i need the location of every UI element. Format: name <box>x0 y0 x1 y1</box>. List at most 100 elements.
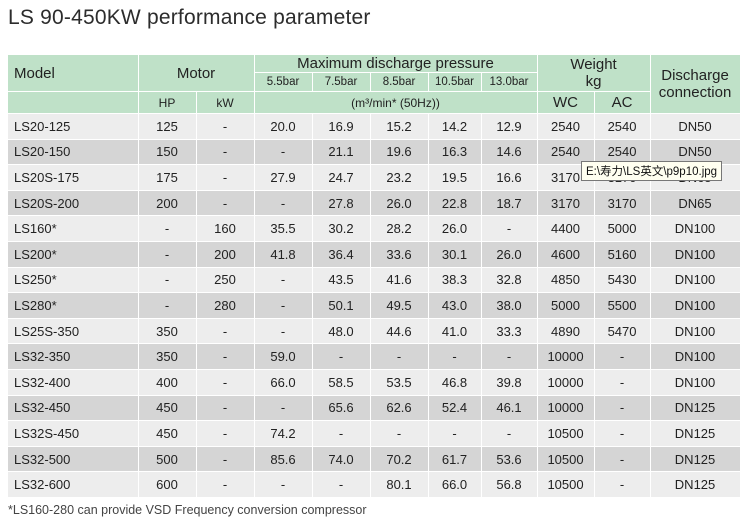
header-hp: HP <box>138 91 197 114</box>
cell-p75: 21.1 <box>312 139 371 166</box>
cell-p105: 30.1 <box>428 241 482 268</box>
cell-p105: 61.7 <box>428 446 482 473</box>
cell-p75: 36.4 <box>312 241 371 268</box>
cell-p85: 41.6 <box>370 267 429 294</box>
cell-model: LS32-350 <box>8 343 139 370</box>
table-row: LS32-450 450 - - 65.6 62.6 52.4 46.1 100… <box>8 395 741 422</box>
cell-model: LS25S-350 <box>8 318 139 345</box>
cell-p75: 58.5 <box>312 369 371 396</box>
performance-table: Model Motor Maximum discharge pressure W… <box>8 55 741 498</box>
cell-kw: - <box>196 446 255 473</box>
cell-discharge: DN100 <box>650 267 741 294</box>
cell-model: LS20S-175 <box>8 164 139 191</box>
cell-kw: - <box>196 343 255 370</box>
cell-wc: 10000 <box>537 369 595 396</box>
cell-p130: 38.0 <box>481 292 538 319</box>
cell-model: LS200* <box>8 241 139 268</box>
table-row: LS32-400 400 - 66.0 58.5 53.5 46.8 39.8 … <box>8 369 741 396</box>
cell-p75: 65.6 <box>312 395 371 422</box>
header-pressure-10-5: 10.5bar <box>428 72 482 92</box>
header-discharge-line1: Discharge <box>661 67 729 84</box>
cell-kw: - <box>196 139 255 166</box>
cell-discharge: DN50 <box>650 139 741 166</box>
cell-p105: 26.0 <box>428 215 482 242</box>
cell-hp: - <box>138 215 197 242</box>
cell-p105: 43.0 <box>428 292 482 319</box>
header-model: Model <box>8 55 139 92</box>
header-pressure-5-5: 5.5bar <box>254 72 313 92</box>
cell-discharge: DN100 <box>650 369 741 396</box>
cell-model: LS20-125 <box>8 113 139 140</box>
cell-p85: 26.0 <box>370 190 429 217</box>
cell-p85: 19.6 <box>370 139 429 166</box>
cell-ac: 5160 <box>594 241 651 268</box>
cell-p85: 53.5 <box>370 369 429 396</box>
cell-p55: 59.0 <box>254 343 313 370</box>
cell-p85: 15.2 <box>370 113 429 140</box>
cell-p85: 49.5 <box>370 292 429 319</box>
cell-p105: 14.2 <box>428 113 482 140</box>
cell-hp: 350 <box>138 318 197 345</box>
cell-discharge: DN125 <box>650 395 741 422</box>
cell-ac: 5470 <box>594 318 651 345</box>
cell-p55: - <box>254 139 313 166</box>
cell-p130: 16.6 <box>481 164 538 191</box>
cell-p105: 66.0 <box>428 471 482 498</box>
cell-p85: 62.6 <box>370 395 429 422</box>
cell-p75: - <box>312 420 371 447</box>
cell-wc: 10500 <box>537 471 595 498</box>
cell-ac: - <box>594 369 651 396</box>
cell-p75: 48.0 <box>312 318 371 345</box>
cell-discharge: DN100 <box>650 343 741 370</box>
cell-kw: - <box>196 369 255 396</box>
cell-wc: 10500 <box>537 420 595 447</box>
cell-ac: 5500 <box>594 292 651 319</box>
cell-discharge: DN125 <box>650 420 741 447</box>
cell-hp: 200 <box>138 190 197 217</box>
cell-p55: - <box>254 471 313 498</box>
table-row: LS25S-350 350 - - 48.0 44.6 41.0 33.3 48… <box>8 318 741 345</box>
cell-model: LS20-150 <box>8 139 139 166</box>
cell-p55: 27.9 <box>254 164 313 191</box>
cell-p85: 23.2 <box>370 164 429 191</box>
cell-ac: - <box>594 471 651 498</box>
cell-p55: - <box>254 395 313 422</box>
table-row: LS20S-200 200 - - 27.8 26.0 22.8 18.7 31… <box>8 190 741 217</box>
cell-model: LS32-500 <box>8 446 139 473</box>
header-kw: kW <box>196 91 255 114</box>
cell-p105: - <box>428 343 482 370</box>
cell-p75: - <box>312 343 371 370</box>
cell-discharge: DN100 <box>650 292 741 319</box>
cell-kw: - <box>196 318 255 345</box>
cell-kw: 280 <box>196 292 255 319</box>
cell-ac: - <box>594 446 651 473</box>
cell-p130: 39.8 <box>481 369 538 396</box>
cell-p130: 14.6 <box>481 139 538 166</box>
cell-ac: 2540 <box>594 113 651 140</box>
cell-p55: - <box>254 190 313 217</box>
table-row: LS32-350 350 - 59.0 - - - - 10000 - DN10… <box>8 343 741 370</box>
cell-p55: 20.0 <box>254 113 313 140</box>
cell-kw: - <box>196 395 255 422</box>
cell-p75: 74.0 <box>312 446 371 473</box>
cell-model: LS160* <box>8 215 139 242</box>
cell-wc: 2540 <box>537 113 595 140</box>
header-flow-unit: (m³/min* (50Hz)) <box>254 91 538 114</box>
footnote: *LS160-280 can provide VSD Frequency con… <box>8 503 367 517</box>
cell-p55: - <box>254 267 313 294</box>
header-discharge-line2: connection <box>658 84 732 101</box>
cell-kw: 250 <box>196 267 255 294</box>
cell-p85: 70.2 <box>370 446 429 473</box>
file-path-tooltip: E:\寿力\LS英文\p9p10.jpg <box>581 161 723 181</box>
cell-model: LS32-400 <box>8 369 139 396</box>
cell-wc: 10000 <box>537 395 595 422</box>
cell-wc: 4600 <box>537 241 595 268</box>
cell-kw: 160 <box>196 215 255 242</box>
cell-p130: 26.0 <box>481 241 538 268</box>
cell-p105: - <box>428 420 482 447</box>
cell-hp: 150 <box>138 139 197 166</box>
table-row: LS20-125 125 - 20.0 16.9 15.2 14.2 12.9 … <box>8 113 741 140</box>
cell-p130: 12.9 <box>481 113 538 140</box>
cell-hp: - <box>138 292 197 319</box>
cell-hp: 600 <box>138 471 197 498</box>
